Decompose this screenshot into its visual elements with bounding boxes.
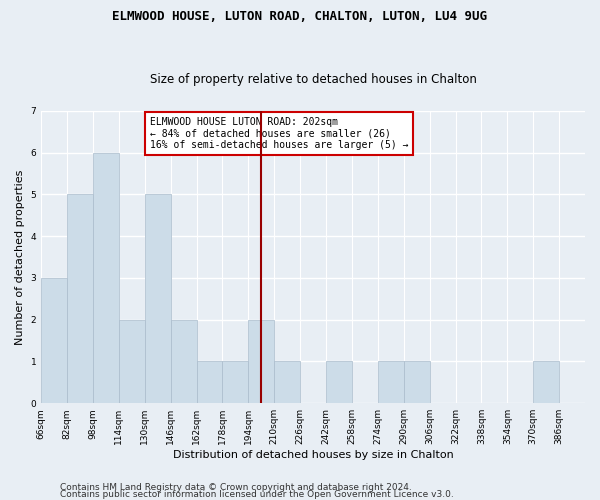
Bar bbox=[223, 362, 248, 403]
Bar bbox=[533, 362, 559, 403]
Title: Size of property relative to detached houses in Chalton: Size of property relative to detached ho… bbox=[149, 73, 476, 86]
Bar bbox=[378, 362, 404, 403]
Bar bbox=[41, 278, 67, 403]
Bar bbox=[326, 362, 352, 403]
Bar bbox=[274, 362, 300, 403]
Bar bbox=[404, 362, 430, 403]
Text: ELMWOOD HOUSE LUTON ROAD: 202sqm
← 84% of detached houses are smaller (26)
16% o: ELMWOOD HOUSE LUTON ROAD: 202sqm ← 84% o… bbox=[149, 117, 408, 150]
Text: Contains HM Land Registry data © Crown copyright and database right 2024.: Contains HM Land Registry data © Crown c… bbox=[60, 484, 412, 492]
Text: Contains public sector information licensed under the Open Government Licence v3: Contains public sector information licen… bbox=[60, 490, 454, 499]
X-axis label: Distribution of detached houses by size in Chalton: Distribution of detached houses by size … bbox=[173, 450, 454, 460]
Bar bbox=[93, 152, 119, 403]
Bar bbox=[145, 194, 170, 403]
Bar bbox=[170, 320, 197, 403]
Y-axis label: Number of detached properties: Number of detached properties bbox=[15, 170, 25, 344]
Bar bbox=[248, 320, 274, 403]
Bar bbox=[119, 320, 145, 403]
Bar bbox=[197, 362, 223, 403]
Text: ELMWOOD HOUSE, LUTON ROAD, CHALTON, LUTON, LU4 9UG: ELMWOOD HOUSE, LUTON ROAD, CHALTON, LUTO… bbox=[113, 10, 487, 23]
Bar bbox=[67, 194, 93, 403]
